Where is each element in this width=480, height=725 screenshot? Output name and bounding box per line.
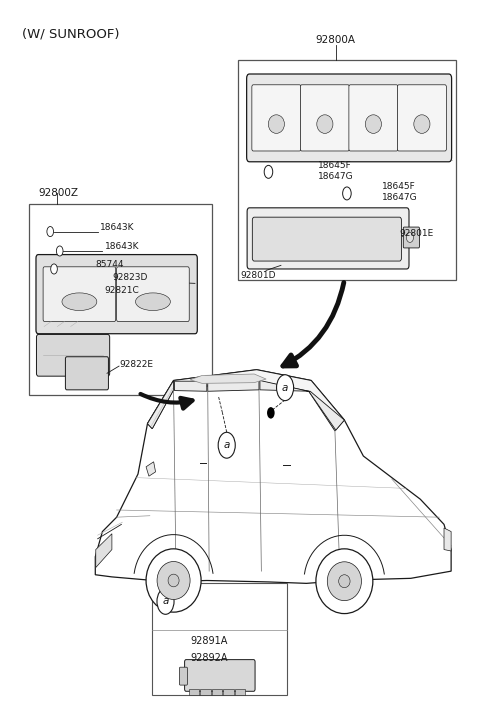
FancyBboxPatch shape bbox=[36, 254, 197, 334]
Ellipse shape bbox=[168, 574, 179, 587]
Circle shape bbox=[343, 187, 351, 200]
Ellipse shape bbox=[407, 233, 413, 242]
Text: 92891A: 92891A bbox=[190, 637, 228, 647]
Text: 18645F: 18645F bbox=[383, 183, 416, 191]
Bar bbox=[189, 689, 199, 695]
Polygon shape bbox=[146, 462, 156, 476]
Text: 85744: 85744 bbox=[96, 260, 124, 269]
Text: 18647G: 18647G bbox=[383, 194, 418, 202]
Bar bbox=[152, 584, 288, 695]
Text: 92892A: 92892A bbox=[190, 653, 228, 663]
FancyBboxPatch shape bbox=[252, 85, 301, 151]
Polygon shape bbox=[96, 370, 451, 584]
FancyBboxPatch shape bbox=[252, 218, 401, 261]
Ellipse shape bbox=[62, 293, 97, 310]
FancyBboxPatch shape bbox=[403, 227, 420, 248]
Circle shape bbox=[276, 375, 294, 401]
FancyBboxPatch shape bbox=[247, 208, 409, 269]
Text: 18643K: 18643K bbox=[100, 223, 134, 232]
FancyBboxPatch shape bbox=[180, 667, 188, 685]
Bar bbox=[235, 689, 245, 695]
Ellipse shape bbox=[157, 561, 190, 600]
Text: 18647G: 18647G bbox=[318, 172, 354, 181]
Circle shape bbox=[47, 226, 54, 236]
Text: 92822E: 92822E bbox=[119, 360, 153, 369]
Circle shape bbox=[56, 246, 63, 256]
Bar bbox=[212, 689, 222, 695]
Text: a: a bbox=[282, 383, 288, 393]
Ellipse shape bbox=[414, 115, 430, 133]
Polygon shape bbox=[190, 374, 266, 384]
FancyBboxPatch shape bbox=[397, 85, 446, 151]
FancyArrowPatch shape bbox=[141, 394, 192, 409]
Text: 92801D: 92801D bbox=[240, 271, 276, 280]
Text: 92800Z: 92800Z bbox=[38, 188, 78, 198]
Polygon shape bbox=[208, 381, 259, 392]
Ellipse shape bbox=[327, 562, 361, 600]
Circle shape bbox=[218, 432, 235, 458]
Text: a: a bbox=[162, 597, 168, 606]
Ellipse shape bbox=[339, 575, 350, 588]
Polygon shape bbox=[175, 381, 207, 392]
Text: (W/ SUNROOF): (W/ SUNROOF) bbox=[22, 28, 119, 41]
Polygon shape bbox=[147, 381, 174, 428]
FancyBboxPatch shape bbox=[247, 74, 452, 162]
Bar bbox=[29, 204, 212, 395]
FancyBboxPatch shape bbox=[117, 267, 189, 321]
Ellipse shape bbox=[365, 115, 382, 133]
Text: 92801E: 92801E bbox=[399, 228, 433, 238]
FancyBboxPatch shape bbox=[185, 660, 255, 691]
Ellipse shape bbox=[316, 549, 373, 613]
Polygon shape bbox=[260, 381, 344, 430]
Circle shape bbox=[267, 407, 275, 418]
Text: a: a bbox=[224, 440, 230, 450]
FancyBboxPatch shape bbox=[349, 85, 398, 151]
Circle shape bbox=[264, 165, 273, 178]
Text: 92821C: 92821C bbox=[105, 286, 140, 295]
Polygon shape bbox=[444, 528, 451, 551]
FancyBboxPatch shape bbox=[65, 357, 108, 390]
Bar bbox=[238, 60, 456, 280]
Text: 92800A: 92800A bbox=[316, 35, 356, 44]
FancyBboxPatch shape bbox=[36, 334, 109, 376]
Ellipse shape bbox=[268, 115, 285, 133]
FancyBboxPatch shape bbox=[300, 85, 349, 151]
Text: 18645F: 18645F bbox=[318, 161, 352, 170]
FancyArrowPatch shape bbox=[283, 283, 344, 366]
Polygon shape bbox=[147, 370, 344, 431]
Text: 92823D: 92823D bbox=[112, 273, 147, 282]
FancyBboxPatch shape bbox=[43, 267, 116, 321]
Ellipse shape bbox=[317, 115, 333, 133]
Ellipse shape bbox=[135, 293, 170, 310]
Bar bbox=[200, 689, 211, 695]
Polygon shape bbox=[96, 534, 112, 568]
Text: 18643K: 18643K bbox=[105, 242, 139, 251]
Circle shape bbox=[51, 264, 57, 274]
Ellipse shape bbox=[146, 549, 201, 612]
Circle shape bbox=[157, 589, 174, 614]
Bar bbox=[223, 689, 234, 695]
